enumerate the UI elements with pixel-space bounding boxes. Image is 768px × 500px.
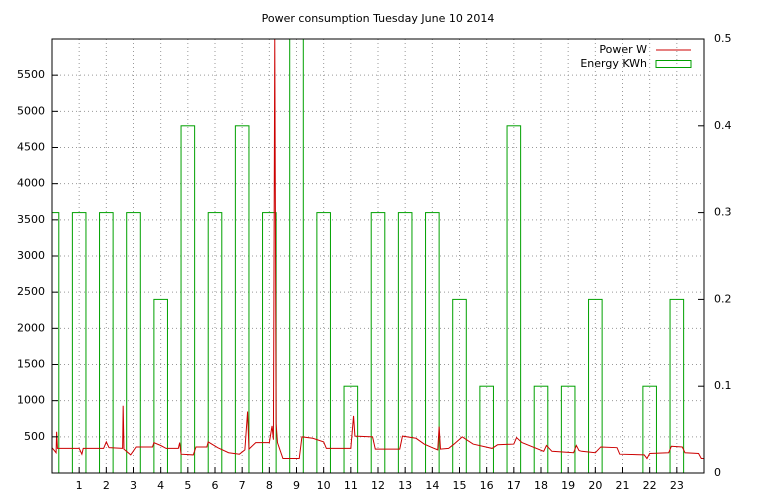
y2-tick-label: 0.1 [714,379,732,392]
x-tick-label: 12 [371,479,385,492]
x-tick-label: 10 [317,479,331,492]
x-tick-label: 20 [588,479,602,492]
y-tick-label: 4000 [17,177,45,190]
x-tick-label: 17 [507,479,521,492]
x-tick-label: 13 [398,479,412,492]
chart-title: Power consumption Tuesday June 10 2014 [262,12,495,25]
energy-bar [506,125,522,473]
energy-bar [52,212,60,473]
energy-bar [642,385,657,473]
y2-tick-label: 0.2 [714,292,732,305]
x-tick-label: 7 [239,479,246,492]
legend-swatch [655,60,692,68]
energy-bar [669,298,685,473]
energy-bar [316,212,331,473]
x-tick-label: 14 [425,479,439,492]
energy-bar [207,212,223,473]
y2-tick-label: 0.5 [714,32,732,45]
energy-bar [289,39,304,473]
legend-label: Power W [599,43,647,56]
x-tick-label: 2 [103,479,110,492]
energy-bar [71,212,87,473]
x-tick-label: 23 [670,479,684,492]
x-tick-label: 18 [534,479,548,492]
energy-bar [370,212,386,473]
power-line [52,39,704,460]
y2-tick-label: 0.3 [714,206,732,219]
legend-label: Energy KWh [580,57,647,70]
grid [52,39,704,473]
x-tick-label: 22 [643,479,657,492]
energy-bar [126,212,141,473]
plot-area [52,39,704,473]
y-tick-label: 1500 [17,358,45,371]
y-tick-label: 1000 [17,394,45,407]
energy-bar [99,212,114,473]
x-tick-label: 21 [616,479,630,492]
y-tick-label: 4500 [17,141,45,154]
x-tick-label: 15 [453,479,467,492]
x-tick-label: 16 [480,479,494,492]
y-tick-label: 2500 [17,285,45,298]
y2-tick-label: 0 [714,466,721,479]
energy-bar [533,385,549,473]
energy-bar [397,212,413,473]
x-tick-label: 11 [344,479,358,492]
x-tick-label: 8 [266,479,273,492]
x-tick-label: 6 [212,479,219,492]
y-tick-label: 3000 [17,249,45,262]
x-tick-label: 3 [130,479,137,492]
y-tick-label: 2000 [17,321,45,334]
x-tick-label: 1 [76,479,83,492]
y-tick-label: 3500 [17,213,45,226]
y-tick-label: 500 [24,430,45,443]
energy-bar [153,298,168,473]
y-tick-label: 5500 [17,68,45,81]
energy-bar [560,385,576,473]
y2-tick-label: 0.4 [714,119,732,132]
x-tick-label: 5 [184,479,191,492]
energy-bar [180,125,196,473]
energy-bar [425,212,440,473]
energy-bar [479,385,494,473]
x-tick-label: 9 [293,479,300,492]
energy-bar [234,125,250,473]
y-tick-label: 5000 [17,104,45,117]
axes: 500 1000 1500 2000 2500 3000 3500 4000 4500 5000 5… [17,32,732,492]
x-tick-label: 19 [561,479,575,492]
energy-bar [452,298,467,473]
energy-bar [343,385,359,473]
energy-bar [588,298,603,473]
x-tick-label: 4 [157,479,164,492]
